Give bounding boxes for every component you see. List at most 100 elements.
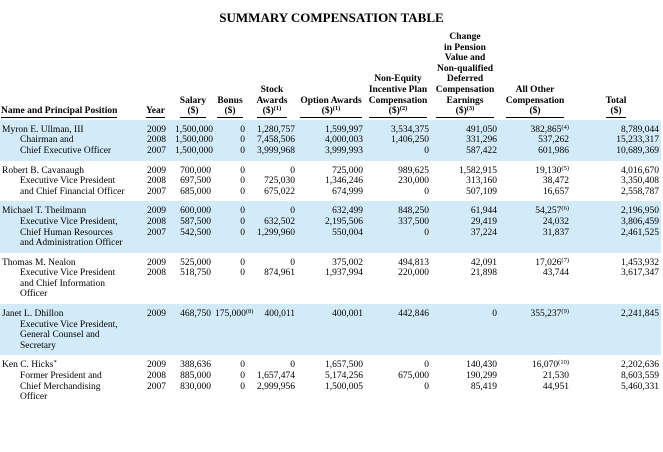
header-text: Change in Pension Value and Non-qualified De… — [435, 32, 495, 118]
position-line: Chief Merchandising — [20, 381, 101, 392]
value: 3,617,347 — [621, 268, 659, 279]
value-cell: 1,599,997 4,000,003 3,999,993 — [297, 119, 365, 161]
value: 697,500 — [180, 176, 211, 187]
value: 1,500,000 — [175, 145, 213, 156]
column-header: Change in Pension Value and Non-qualified De… — [431, 32, 499, 120]
header-line: ($)(1) — [257, 105, 288, 117]
value-line: 1,657,474 — [249, 371, 295, 382]
value: 0 — [290, 165, 295, 176]
value-line: 400,011 — [249, 309, 295, 320]
value: 382,865 — [530, 124, 562, 135]
value: 5,174,256 — [325, 371, 363, 382]
value: 491,050 — [466, 124, 497, 135]
year: 2007 — [147, 186, 166, 197]
value-line: 0 — [367, 228, 429, 239]
value-line: 989,625 — [367, 166, 429, 177]
person-block: Janet L. Dhillon Executive Vice President… — [0, 304, 661, 356]
value-line: 1,500,005 — [299, 382, 363, 393]
value-line: 550,004 — [299, 228, 363, 239]
year-cell: 2009 2008 — [145, 253, 173, 304]
value-line: 700,000 — [175, 166, 211, 177]
value: 1,599,997 — [325, 124, 363, 135]
value-line: 3,350,408 — [573, 176, 659, 187]
person-name: Michael T. Theilmann — [2, 206, 87, 217]
value-cell: 468,750 — [173, 304, 213, 356]
person-block: Thomas M. Nealon Executive Vice President… — [0, 253, 661, 304]
value-line: 830,000 — [175, 382, 211, 393]
value-cell: 388,636 885,000 830,000 — [173, 355, 213, 406]
header-text: Option Awards ($)(1) — [300, 96, 362, 118]
value-line: 31,837 — [501, 228, 569, 239]
value: 587,422 — [466, 145, 497, 156]
header-line: Compensation — [369, 96, 428, 107]
value: 542,500 — [180, 227, 211, 238]
header-line-text: Non-Equity — [374, 74, 422, 85]
person-row: Janet L. Dhillon Executive Vice President… — [0, 304, 661, 356]
header-line: Name and Principal Position — [1, 106, 117, 117]
year-cell: 2009 2008 2007 — [145, 355, 173, 406]
value-line: 0 — [215, 258, 245, 269]
year: 2009 — [147, 206, 166, 217]
person-name: Robert B. Cavanaugh — [2, 165, 85, 176]
header-line-text: Bonus — [217, 95, 243, 106]
value: 3,534,375 — [391, 124, 429, 135]
value: 4,000,003 — [325, 135, 363, 146]
header-line: Non-Equity — [369, 74, 428, 85]
name-cell: Robert B. Cavanaugh Executive Vice Presid… — [0, 161, 145, 202]
value-line: 1,500,000 — [175, 135, 213, 146]
value-line: 0 — [215, 146, 245, 157]
title: SUMMARY COMPENSATION TABLE — [219, 10, 444, 25]
value-cell: 54,257(6) 24,032 31,837 — [499, 201, 571, 253]
header-line: Value and — [436, 53, 495, 64]
header-line: Total — [606, 96, 627, 107]
value-cell: 42,091 21,898 — [431, 253, 499, 304]
person-block: Ken C. Hicks* Former President and Chief M… — [0, 355, 661, 406]
column-header: Salary ($) — [173, 32, 213, 120]
column-header: Non-Equity Incentive Plan Compensation ($)(… — [365, 32, 431, 120]
header-line-text: Salary — [179, 95, 207, 106]
person-name: Thomas M. Nealon — [2, 257, 76, 268]
position-line: Officer — [20, 289, 48, 300]
name-line: Michael T. Theilmann — [2, 206, 143, 217]
value: 2,196,950 — [621, 206, 659, 217]
value: 3,999,968 — [257, 145, 295, 156]
column-header: Bonus ($) — [213, 32, 247, 120]
value: 525,000 — [180, 257, 211, 268]
header-line: Bonus — [217, 96, 242, 107]
value-line: 0 — [215, 166, 245, 177]
value-line: 85,419 — [433, 382, 497, 393]
value: 7,458,506 — [257, 135, 295, 146]
value: 0 — [424, 145, 429, 156]
year-cell: 2009 2008 2007 — [145, 201, 173, 253]
footnote-ref: (7) — [561, 256, 569, 264]
value: 400,011 — [264, 309, 295, 320]
name-line: Thomas M. Nealon — [2, 258, 143, 269]
value: 140,430 — [466, 360, 497, 371]
value-line: 518,750 — [175, 268, 211, 279]
value-line: 8,603,559 — [573, 371, 659, 382]
position-line: Executive Vice President — [20, 176, 116, 187]
value-line: 382,865(4) — [501, 124, 569, 136]
value-line: 21,530 — [501, 371, 569, 382]
value-line: 0 — [215, 206, 245, 217]
value: 17,026 — [535, 257, 562, 268]
header-line: Option Awards — [300, 96, 361, 107]
header-line-text: Stock — [260, 84, 284, 95]
header-line: ($)(2) — [369, 105, 428, 117]
value-cell: 2,196,950 3,806,459 2,461,525 — [571, 201, 661, 253]
value-line: 54,257(6) — [501, 206, 569, 217]
value: 442,846 — [398, 309, 429, 320]
value-cell: 600,000 587,500 542,500 — [173, 201, 213, 253]
name-cell: Ken C. Hicks* Former President and Chief M… — [0, 355, 145, 406]
value: 0 — [240, 268, 245, 279]
value: 21,898 — [470, 268, 497, 279]
position-line: Executive Vice President — [20, 268, 116, 279]
header-line-text: Option Awards — [300, 95, 362, 106]
value-cell: 3,534,375 1,406,250 0 — [365, 119, 431, 161]
value-line: 0 — [215, 371, 245, 382]
value-cell: 1,280,757 7,458,506 3,999,968 — [247, 119, 297, 161]
value: 0 — [290, 257, 295, 268]
header-line-text: Earnings — [446, 95, 484, 106]
header-line: Change — [436, 32, 495, 43]
value-cell: 848,250 337,500 0 — [365, 201, 431, 253]
